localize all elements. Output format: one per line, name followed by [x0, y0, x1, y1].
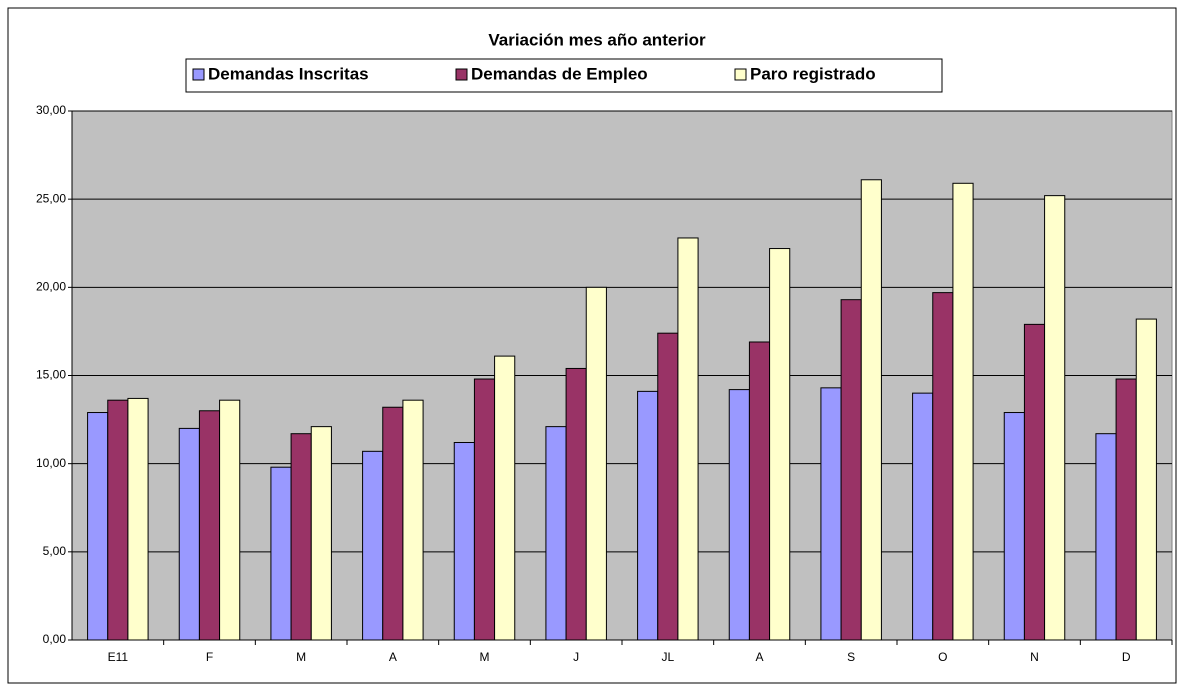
- bar: [494, 355, 516, 641]
- x-tick-label: O: [938, 650, 947, 664]
- bar: [270, 466, 292, 641]
- bar: [820, 387, 842, 641]
- x-tick-label: A: [389, 650, 397, 664]
- x-tick-label: E11: [108, 650, 129, 664]
- bar: [585, 286, 607, 641]
- bar: [952, 182, 974, 641]
- chart-title: Variación mes año anterior: [488, 30, 706, 49]
- bar: [728, 389, 750, 641]
- bar: [1044, 195, 1066, 641]
- bar: [1023, 323, 1046, 641]
- legend: [185, 58, 943, 93]
- bar: [1135, 318, 1157, 641]
- y-tick-label: 0,00: [43, 632, 67, 646]
- legend-swatch: [455, 68, 468, 81]
- x-tick-label: M: [296, 650, 306, 664]
- bar: [219, 399, 241, 641]
- bar: [1095, 433, 1117, 641]
- bar: [198, 410, 221, 641]
- bar: [912, 392, 934, 641]
- x-tick-label: S: [847, 650, 855, 664]
- x-tick-label: D: [1122, 650, 1131, 664]
- bar: [860, 179, 882, 641]
- bar: [748, 341, 771, 641]
- bar: [677, 237, 699, 641]
- x-tick-label: F: [206, 650, 213, 664]
- x-tick-label: M: [480, 650, 490, 664]
- y-tick-label: 10,00: [36, 456, 66, 470]
- y-tick-label: 25,00: [36, 191, 66, 205]
- bar: [1003, 412, 1025, 641]
- x-tick-label: A: [755, 650, 763, 664]
- bar: [290, 433, 312, 641]
- legend-label: Paro registrado: [750, 64, 876, 83]
- legend-label: Demandas de Empleo: [471, 64, 648, 83]
- bar: [473, 378, 496, 641]
- bar: [840, 299, 862, 641]
- bar: [932, 292, 954, 641]
- bar: [107, 399, 129, 641]
- y-tick-label: 20,00: [36, 280, 66, 294]
- bar: [310, 426, 332, 641]
- legend-label: Demandas Inscritas: [208, 64, 369, 83]
- x-tick-label: N: [1030, 650, 1039, 664]
- legend-swatch: [192, 68, 205, 81]
- bar: [453, 442, 475, 641]
- legend-swatch: [734, 68, 747, 81]
- bar: [362, 450, 384, 641]
- bar: [657, 332, 679, 641]
- bar: [565, 367, 587, 641]
- bar: [382, 406, 404, 641]
- bar: [1115, 378, 1137, 641]
- bar: [769, 248, 791, 641]
- bar: [178, 427, 200, 641]
- bar: [545, 426, 567, 641]
- x-tick-label: JL: [661, 650, 674, 664]
- bar: [87, 412, 109, 641]
- y-tick-label: 30,00: [36, 103, 66, 117]
- y-tick-label: 15,00: [36, 368, 66, 382]
- y-tick-label: 5,00: [43, 544, 67, 558]
- bar: [637, 390, 659, 641]
- bar: [127, 397, 149, 641]
- x-tick-label: J: [573, 650, 579, 664]
- bar: [402, 399, 424, 641]
